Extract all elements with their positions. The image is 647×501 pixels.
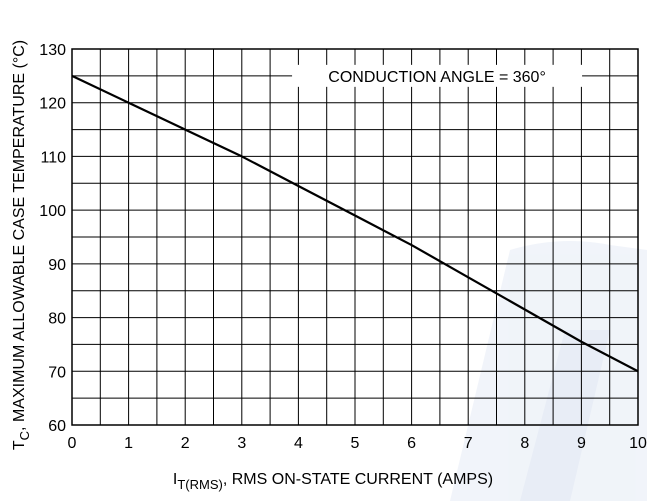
series-line-0 xyxy=(71,74,639,373)
x-tick-labels: 0 1 2 3 4 5 6 7 8 9 10 xyxy=(68,435,647,452)
y-tick-label: 80 xyxy=(48,311,66,328)
y-axis-title-subscript: C xyxy=(17,431,32,440)
x-tick-label: 0 xyxy=(68,435,77,452)
x-tick-label: 7 xyxy=(464,435,473,452)
y-axis-title-suffix: , MAXIMUM ALLOWABLE CASE TEMPERATURE (°C… xyxy=(11,40,28,431)
x-axis-title: IT(RMS), RMS ON-STATE CURRENT (AMPS) xyxy=(173,471,493,492)
x-tick-label: 2 xyxy=(181,435,190,452)
annotation-background xyxy=(292,64,583,87)
y-tick-label: 110 xyxy=(40,149,66,166)
y-tick-label: 90 xyxy=(48,257,66,274)
x-tick-label: 5 xyxy=(351,435,360,452)
x-tick-label: 4 xyxy=(294,435,303,452)
x-tick-label: 6 xyxy=(407,435,416,452)
y-tick-label: 100 xyxy=(39,203,66,220)
x-tick-label: 9 xyxy=(577,435,586,452)
y-axis-title: TC, MAXIMUM ALLOWABLE CASE TEMPERATURE (… xyxy=(11,40,32,450)
grid xyxy=(72,49,638,425)
x-axis-title-suffix: , RMS ON-STATE CURRENT (AMPS) xyxy=(223,471,493,488)
y-axis-title-prefix: T xyxy=(11,440,28,450)
series-group xyxy=(71,74,639,373)
plot-frame xyxy=(71,48,639,426)
x-tick-label: 10 xyxy=(629,435,647,452)
y-tick-label: 70 xyxy=(48,364,66,381)
x-axis-title-subscript: T(RMS) xyxy=(177,477,223,492)
annotation-label: CONDUCTION ANGLE = 360° xyxy=(328,69,546,86)
y-tick-labels: 60 70 80 90 100 110 120 130 xyxy=(39,42,66,435)
y-tick-label: 130 xyxy=(39,42,66,59)
x-axis-title-prefix: I xyxy=(173,471,177,488)
x-tick-label: 1 xyxy=(124,435,133,452)
y-tick-label: 60 xyxy=(48,418,66,435)
y-tick-label: 120 xyxy=(39,96,66,113)
x-tick-label: 8 xyxy=(520,435,529,452)
x-tick-label: 3 xyxy=(237,435,246,452)
annotation-group: CONDUCTION ANGLE = 360° xyxy=(292,64,583,87)
